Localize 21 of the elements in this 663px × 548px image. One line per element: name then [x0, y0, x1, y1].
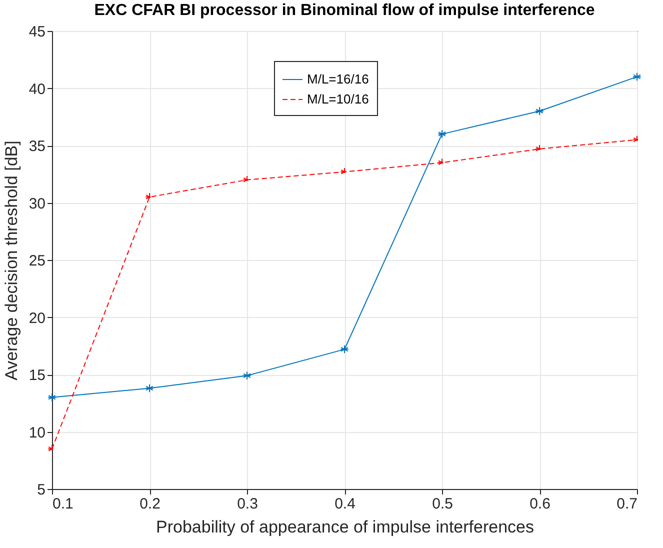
y-tick-label: 25 — [28, 252, 46, 270]
x-tick-label: 0.7 — [616, 496, 638, 512]
x-tick-label: 0.3 — [237, 496, 258, 512]
x-axis-title: Probability of appearance of impulse interferences — [156, 518, 534, 536]
x-tick-label: 0.4 — [334, 496, 356, 512]
x-tick-label: 0.1 — [52, 496, 74, 512]
y-tick-label: 40 — [28, 80, 46, 98]
y-tick-label: 5 — [37, 482, 46, 498]
x-tick-label: 0.2 — [140, 496, 160, 512]
chart-title: EXC CFAR BI processor in Binominal flow of impulse interference — [94, 2, 595, 19]
y-tick-label: 15 — [28, 367, 46, 384]
x-tick-label: 0.6 — [530, 496, 550, 512]
y-tick-label: 20 — [28, 310, 46, 327]
y-axis-title: Average decision threshold [dB] — [2, 140, 21, 380]
legend-label: M/L=10/16 — [307, 92, 369, 106]
y-tick-label: 45 — [28, 24, 46, 40]
y-tick-label: 35 — [28, 138, 46, 155]
y-tick-label: 10 — [28, 424, 46, 442]
legend-label: M/L=16/16 — [307, 72, 369, 86]
x-tick-label: 0.5 — [432, 496, 453, 512]
y-tick-label: 30 — [28, 195, 46, 212]
